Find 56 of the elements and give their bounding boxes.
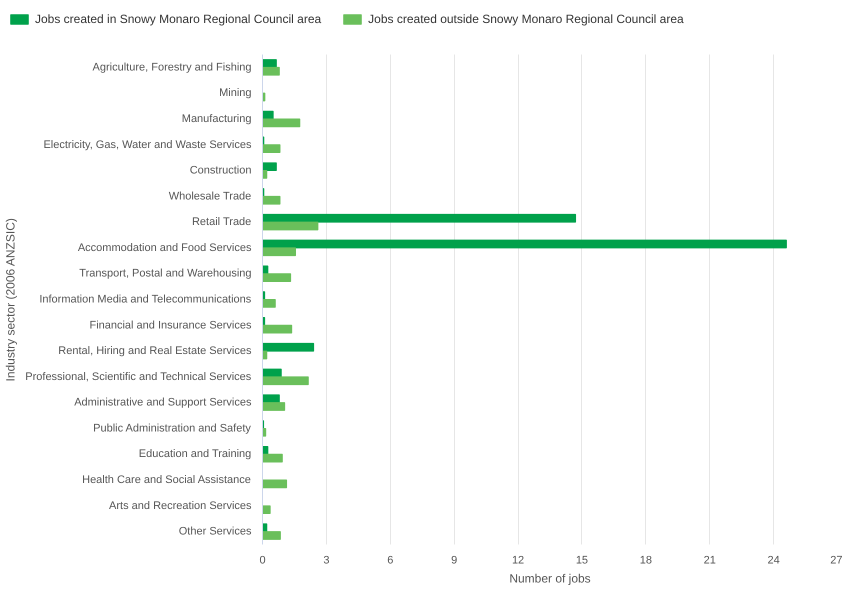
y-tick-label: Mining (219, 87, 252, 100)
bar (262, 66, 280, 76)
bar (262, 118, 300, 128)
x-tick-label: 18 (640, 554, 652, 566)
bar (262, 222, 318, 230)
y-tick-label: Agriculture, Forestry and Fishing (92, 61, 252, 74)
bar (262, 196, 280, 205)
x-tick-label: 21 (704, 554, 716, 566)
bar (262, 402, 286, 411)
bar (262, 531, 281, 540)
bar (262, 505, 271, 514)
y-tick-label: Transport, Postal and Warehousing (79, 268, 252, 280)
y-tick-label: Electricity, Gas, Water and Waste Services (43, 138, 252, 151)
bar (262, 324, 292, 334)
bar (262, 92, 266, 102)
x-axis-title: Number of jobs (509, 572, 591, 586)
x-tick-label: 9 (451, 554, 458, 566)
bar (262, 162, 277, 172)
bar (262, 299, 276, 308)
bar (262, 144, 280, 153)
legend-label: Jobs created outside Snowy Monaro Regional Council area (368, 12, 684, 26)
bar (262, 214, 576, 223)
x-tick-label: 27 (830, 554, 843, 566)
y-tick-label: Retail Trade (192, 216, 252, 228)
bar (262, 273, 292, 282)
y-tick-label: Health Care and Social Assistance (82, 474, 251, 486)
y-tick-label: Construction (190, 164, 252, 177)
y-tick-label: Manufacturing (182, 112, 252, 125)
bar (262, 240, 787, 248)
x-tick-label: 24 (767, 554, 780, 566)
bar (262, 480, 288, 488)
y-tick-label: Public Administration and Safety (93, 422, 252, 434)
bar (262, 170, 268, 179)
legend-label: Jobs created in Snowy Monaro Regional Council area (35, 12, 322, 26)
bar (262, 247, 296, 256)
y-tick-label: Education and Training (138, 448, 252, 460)
x-tick-label: 0 (259, 554, 266, 566)
x-tick-label: 3 (323, 554, 330, 566)
x-tick-label: 12 (512, 554, 524, 566)
y-tick-label: Rental, Hiring and Real Estate Services (58, 345, 252, 358)
y-tick-label: Financial and Insurance Services (89, 319, 252, 332)
y-axis-title: Industry sector (2006 ANZSIC) (3, 218, 18, 382)
bar (262, 454, 283, 462)
x-tick-label: 15 (576, 554, 588, 566)
bar (262, 376, 309, 386)
y-tick-label: Other Services (178, 526, 252, 538)
bar (262, 59, 277, 68)
y-tick-label: Professional, Scientific and Technical Services (25, 370, 252, 383)
y-tick-label: Accommodation and Food Services (78, 242, 252, 254)
y-tick-label: Wholesale Trade (168, 190, 252, 202)
y-tick-label: Arts and Recreation Services (109, 500, 252, 512)
bar (262, 342, 314, 352)
x-tick-label: 6 (387, 554, 394, 566)
y-tick-label: Administrative and Support Services (74, 396, 252, 409)
y-tick-label: Information Media and Telecommunications (39, 294, 252, 306)
bar (262, 350, 268, 360)
